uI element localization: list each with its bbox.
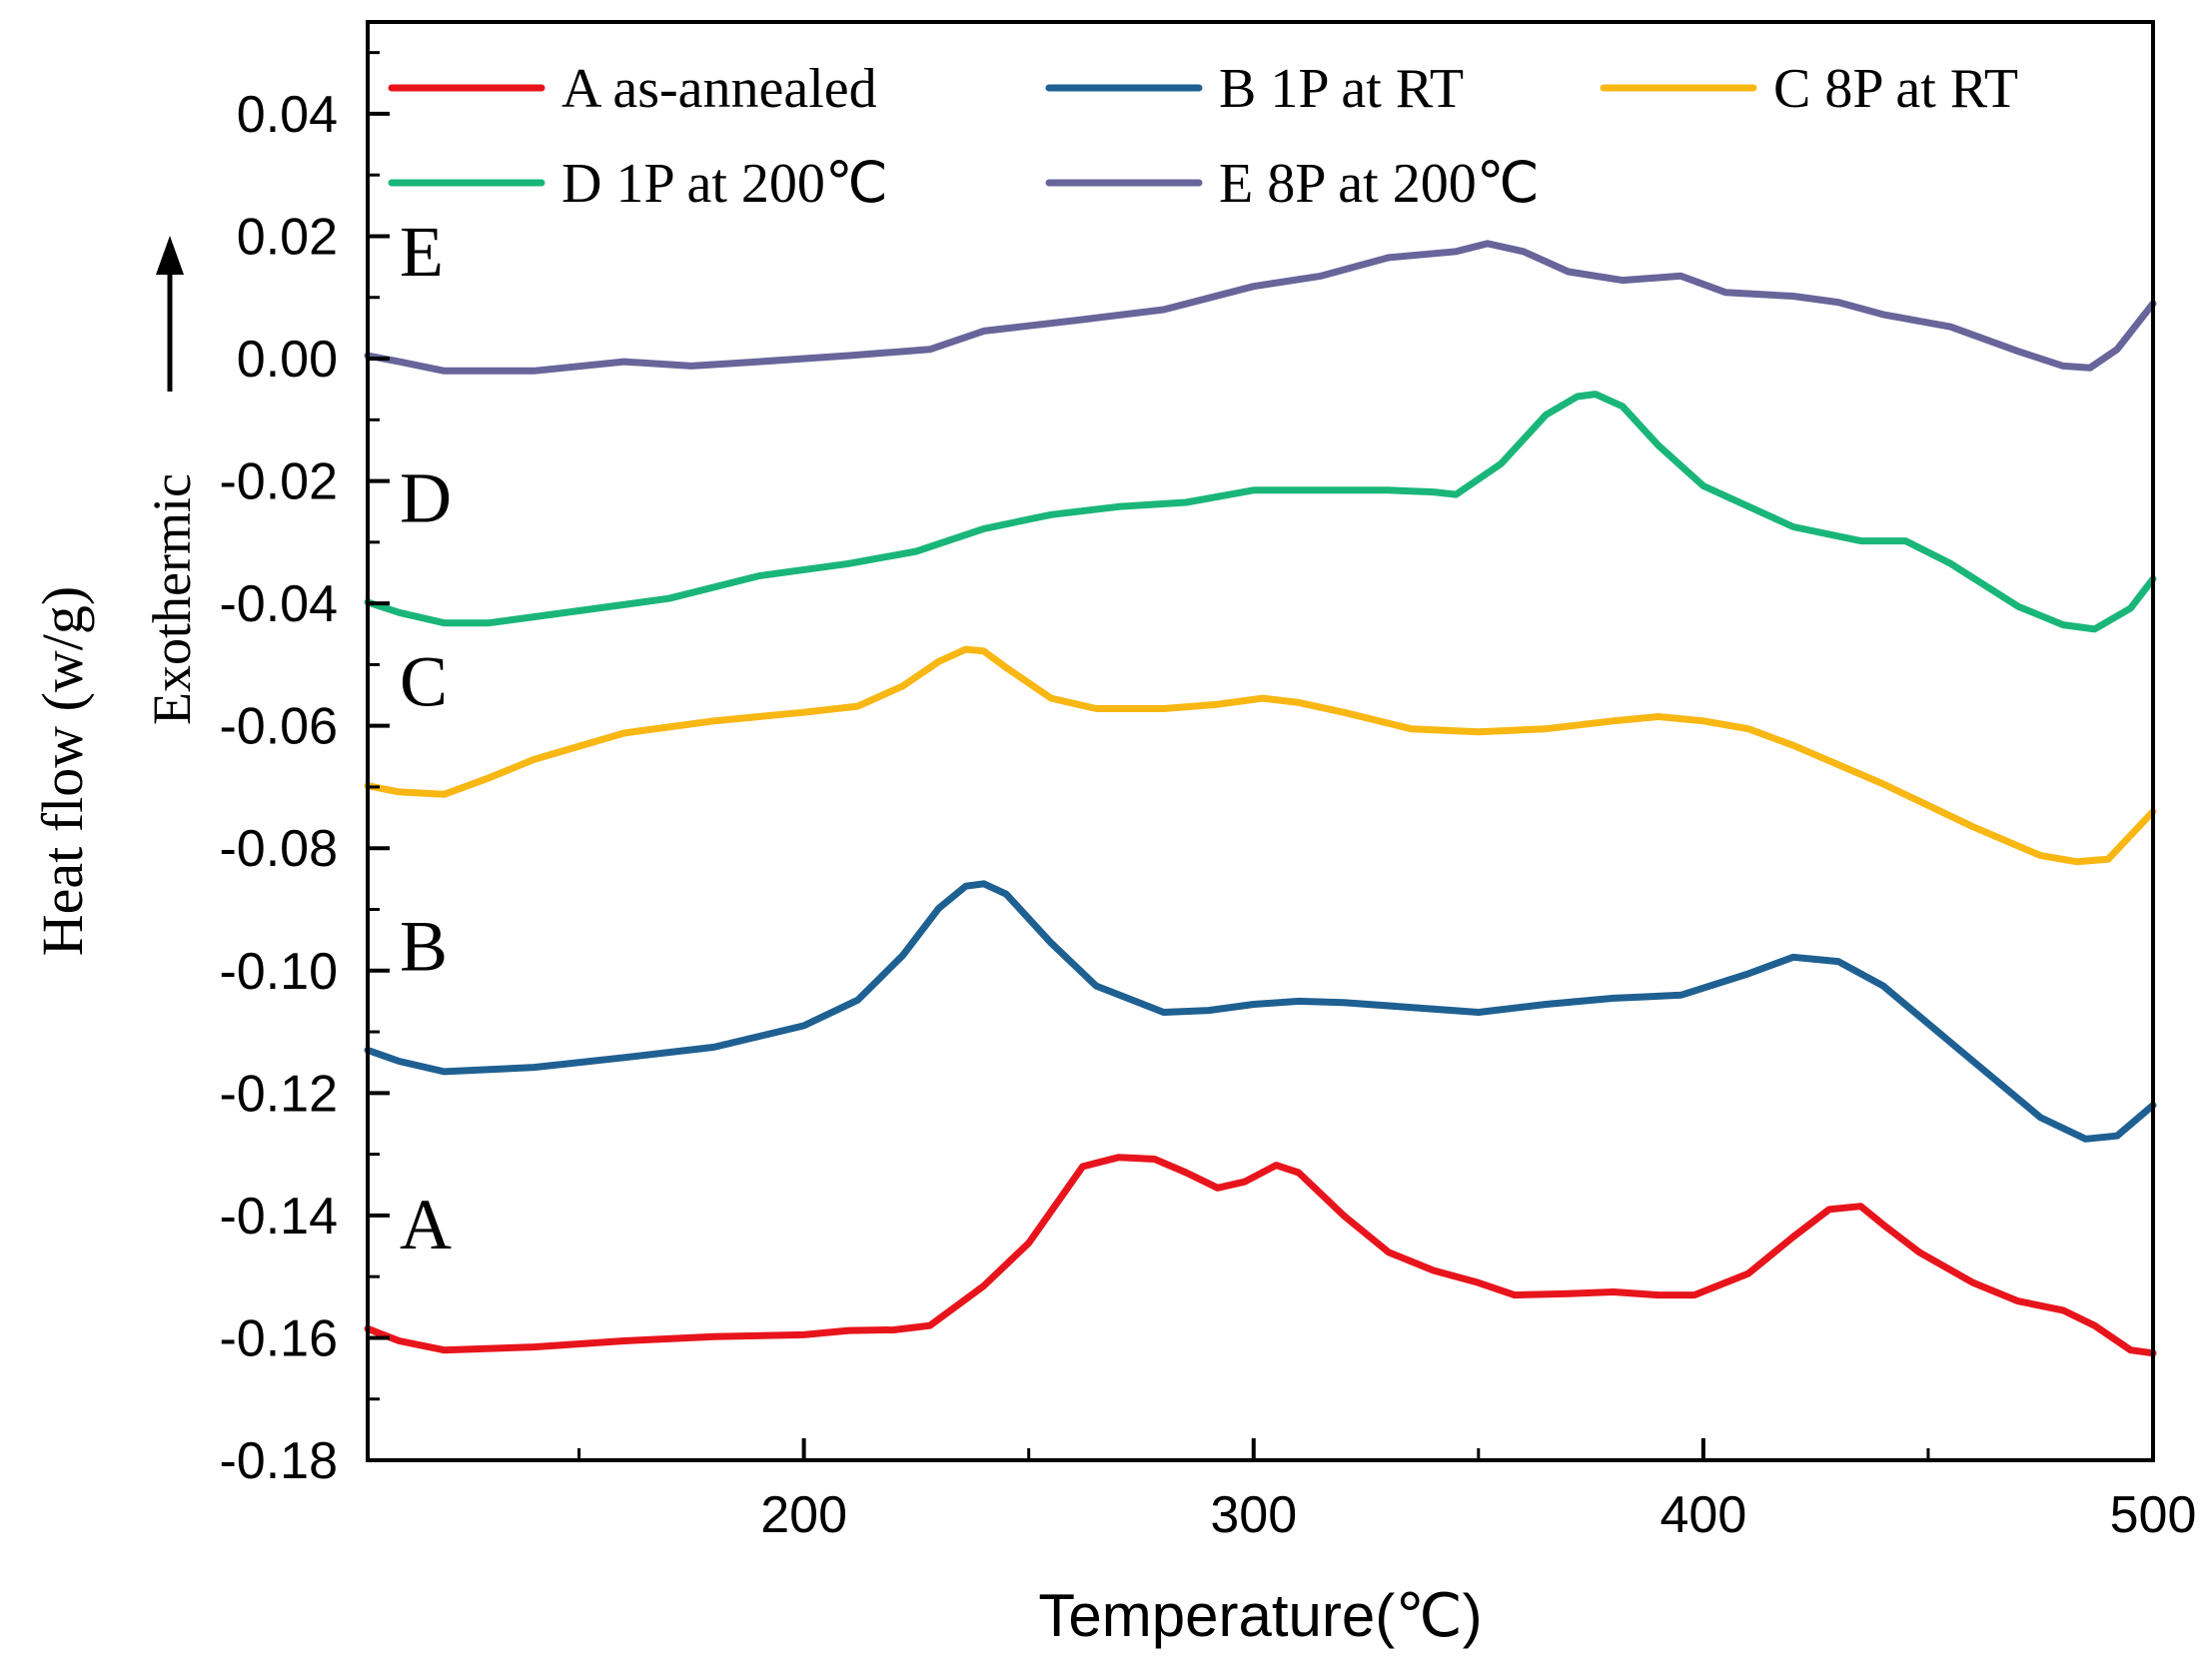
y-tick-label: -0.06: [219, 698, 338, 756]
curve-label-d: D: [400, 458, 452, 538]
y-tick-label: -0.12: [219, 1065, 338, 1123]
curves-layer: [364, 240, 2157, 1357]
curve-label-e: E: [400, 212, 444, 292]
legend-label-a: A as-annealed: [561, 58, 877, 120]
series-line-c: [364, 645, 2157, 866]
series-line-e: [364, 240, 2157, 375]
arrow-up-icon: [156, 236, 184, 275]
ticks-layer: 0.04 0.02 0.00 -0.02 -0.04 -0.06 -0.08 -0.10 -0.…: [219, 51, 2197, 1544]
x-tick-label: 400: [1659, 1486, 1746, 1544]
y-tick-label: 0.02: [237, 208, 338, 266]
y-tick-label: -0.16: [219, 1309, 338, 1367]
y-tick-label: -0.14: [219, 1188, 338, 1246]
y-tick-label: -0.08: [219, 820, 338, 878]
legend-label-b: B 1P at RT: [1219, 58, 1464, 120]
y-tick-label: -0.10: [219, 943, 338, 1001]
curve-label-a: A: [400, 1185, 452, 1264]
x-tick-label: 300: [1210, 1486, 1297, 1544]
curve-labels: A B C D E: [400, 212, 452, 1264]
series-line-d: [364, 391, 2157, 633]
exothermic-annotation: Exothermic: [142, 236, 202, 725]
curve-label-c: C: [400, 642, 448, 722]
series-line-b: [364, 880, 2157, 1143]
legend-label-c: C 8P at RT: [1773, 58, 2018, 120]
x-axis-title: Temperature(℃): [1038, 1582, 1482, 1649]
curve-label-b: B: [400, 906, 448, 986]
legend: A as-annealed B 1P at RT C 8P at RT D 1P at…: [388, 58, 2018, 215]
legend-label-e: E 8P at 200℃: [1219, 153, 1540, 215]
y-tick-label: -0.02: [219, 453, 338, 511]
y-tick-label: -0.04: [219, 575, 338, 633]
y-tick-label: -0.18: [219, 1432, 338, 1490]
series-line-a: [364, 1154, 2157, 1357]
x-tick-label: 500: [2110, 1486, 2197, 1544]
y-tick-label: 0.04: [237, 86, 338, 144]
x-tick-label: 200: [760, 1486, 847, 1544]
y-tick-label: 0.00: [237, 331, 338, 389]
y-axis-title: Heat flow (w/g): [30, 586, 95, 956]
exothermic-label: Exothermic: [142, 473, 202, 725]
legend-label-d: D 1P at 200℃: [561, 153, 888, 215]
plot-frame: [366, 20, 2155, 1462]
